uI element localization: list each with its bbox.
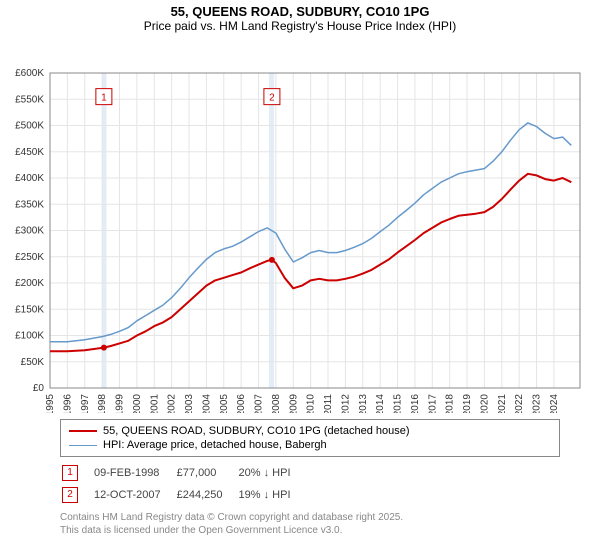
x-axis-label: 2017	[427, 394, 438, 413]
legend-label: HPI: Average price, detached house, Babe…	[103, 439, 327, 451]
y-axis-label: £550K	[15, 94, 44, 105]
x-axis-label: 1995	[45, 394, 56, 413]
legend-swatch	[69, 445, 97, 446]
x-axis-label: 1999	[115, 394, 126, 413]
marker-row: 2 12-OCT-2007£244,25019% ↓ HPI	[62, 485, 305, 505]
x-axis-label: 2004	[201, 394, 212, 413]
attribution-line-2: This data is licensed under the Open Gov…	[60, 524, 560, 537]
chart-subtitle: Price paid vs. HM Land Registry's House …	[0, 19, 600, 33]
y-axis-label: £100K	[15, 331, 44, 342]
marker-price: £244,250	[177, 485, 237, 505]
chart-marker-2: 2	[269, 93, 275, 104]
x-axis-label: 2007	[254, 394, 265, 413]
x-axis-label: 2001	[149, 394, 160, 413]
x-axis-label: 2022	[514, 394, 525, 413]
marker-box-icon: 1	[62, 465, 78, 481]
y-axis-label: £250K	[15, 252, 44, 263]
y-axis-label: £500K	[15, 121, 44, 132]
marker-box-icon: 2	[62, 487, 78, 503]
y-axis-label: £400K	[15, 173, 44, 184]
chart-title: 55, QUEENS ROAD, SUDBURY, CO10 1PG	[0, 4, 600, 19]
marker-table: 1 09-FEB-1998£77,00020% ↓ HPI 2 12-OCT-2007…	[60, 461, 307, 507]
x-axis-label: 2000	[132, 394, 143, 413]
legend: 55, QUEENS ROAD, SUDBURY, CO10 1PG (deta…	[60, 419, 560, 457]
x-axis-label: 2002	[167, 394, 178, 413]
y-axis-label: £50K	[21, 357, 45, 368]
x-axis-label: 2024	[549, 394, 560, 413]
marker-row: 1 09-FEB-1998£77,00020% ↓ HPI	[62, 463, 305, 483]
x-axis-label: 2003	[184, 394, 195, 413]
y-axis-label: £150K	[15, 304, 44, 315]
legend-swatch	[69, 430, 97, 432]
chart-container: 55, QUEENS ROAD, SUDBURY, CO10 1PG Price…	[0, 0, 600, 560]
x-axis-label: 2018	[445, 394, 456, 413]
x-axis-label: 2012	[340, 394, 351, 413]
x-axis-label: 2016	[410, 394, 421, 413]
chart-plot-area: £0 £50K £100K £150K £200K £250K £300K £350K £400…	[0, 33, 600, 413]
x-axis-label: 2013	[358, 394, 369, 413]
y-axis-label: £200K	[15, 278, 44, 289]
marker-date: 12-OCT-2007	[94, 485, 175, 505]
marker-delta: 19% ↓ HPI	[239, 485, 305, 505]
x-axis-label: 2020	[479, 394, 490, 413]
x-axis-label: 2011	[323, 394, 334, 413]
x-axis-label: 2009	[288, 394, 299, 413]
marker-price: £77,000	[177, 463, 237, 483]
y-axis-label: £600K	[15, 68, 44, 79]
legend-item: HPI: Average price, detached house, Babe…	[69, 438, 551, 452]
y-axis-label: £0	[33, 383, 45, 394]
x-axis-label: 2015	[393, 394, 404, 413]
marker-delta: 20% ↓ HPI	[239, 463, 305, 483]
x-axis-label: 1996	[62, 394, 73, 413]
x-axis-label: 2005	[219, 394, 230, 413]
marker-date: 09-FEB-1998	[94, 463, 175, 483]
y-axis-label: £350K	[15, 199, 44, 210]
chart-marker-1: 1	[101, 93, 107, 104]
x-axis-label: 1997	[80, 394, 91, 413]
x-axis-label: 2010	[306, 394, 317, 413]
x-axis-label: 1998	[97, 394, 108, 413]
x-axis-label: 2014	[375, 394, 386, 413]
chart-svg: £0 £50K £100K £150K £200K £250K £300K £350K £400…	[0, 33, 600, 413]
x-axis-label: 2006	[236, 394, 247, 413]
y-axis-label: £450K	[15, 147, 44, 158]
legend-label: 55, QUEENS ROAD, SUDBURY, CO10 1PG (deta…	[103, 425, 410, 437]
attribution: Contains HM Land Registry data © Crown c…	[60, 511, 560, 537]
attribution-line-1: Contains HM Land Registry data © Crown c…	[60, 511, 560, 524]
x-axis-label: 2019	[462, 394, 473, 413]
legend-item: 55, QUEENS ROAD, SUDBURY, CO10 1PG (deta…	[69, 424, 551, 438]
y-axis-label: £300K	[15, 226, 44, 237]
x-axis-label: 2008	[271, 394, 282, 413]
x-axis-label: 2021	[497, 394, 508, 413]
x-axis-label: 2023	[532, 394, 543, 413]
